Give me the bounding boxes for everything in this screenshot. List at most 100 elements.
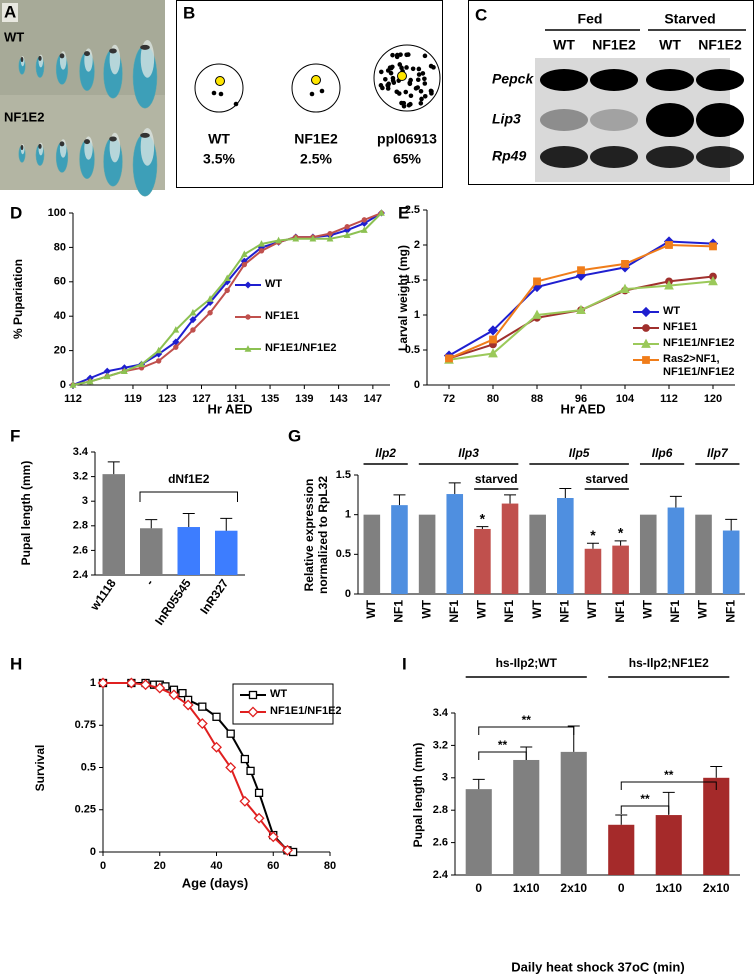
legend-label-box: NF1E1/NF1E2 (663, 337, 735, 349)
genotype-label: WT (208, 131, 230, 147)
error-bar (586, 542, 599, 549)
panel-letter: B (183, 3, 195, 22)
significance: * (480, 510, 486, 526)
bar (722, 530, 740, 594)
larva-head (109, 48, 117, 54)
group-label: Ilp6 (652, 446, 673, 460)
marker (281, 844, 293, 856)
significance-bracket (620, 805, 670, 814)
bar (140, 528, 163, 575)
y-tick-label: 2.4 (73, 569, 89, 581)
x-tick-label: 112 (660, 393, 678, 405)
legend-label-box: WT (663, 305, 680, 317)
marker (226, 729, 235, 738)
dot (408, 101, 413, 107)
legend-label: NF1E1/NF1E2 (265, 342, 337, 354)
legend-label: NF1E1 (663, 321, 698, 333)
error-bar (476, 526, 489, 529)
y-tick-label: 1 (90, 677, 96, 689)
x-tick-label: 127 (192, 393, 210, 405)
x-tick-label: 0 (475, 881, 482, 895)
y-tick-label: 2.5 (405, 204, 420, 216)
larva-head (59, 141, 65, 147)
marker (224, 287, 230, 294)
y-axis-label-box: Relative expression normalized to RpL32 (302, 476, 330, 594)
bracket-label: dNf1E2 (168, 472, 210, 486)
dot (386, 81, 391, 87)
marker (258, 248, 265, 254)
marker (125, 677, 137, 689)
marker (189, 316, 197, 324)
x-tick-label: 80 (487, 393, 499, 405)
y-tick-label: 2.6 (73, 544, 88, 556)
panel-letter: D (10, 203, 22, 222)
panel-letter: F (10, 426, 20, 445)
blot-band (540, 109, 588, 131)
x-tick-label: 120 (704, 393, 722, 405)
marker (267, 831, 279, 843)
x-tick-label: WT (475, 599, 489, 618)
dot (429, 91, 434, 96)
dot (413, 86, 419, 91)
legend-label: NF1E1/NF1E2 (663, 337, 735, 349)
marker (577, 266, 585, 275)
marker (69, 381, 77, 388)
error-bar (669, 495, 682, 508)
blot-band (646, 103, 694, 137)
panel-letter: C (475, 5, 487, 24)
y-tick-label: 2.8 (73, 520, 88, 532)
y-tick-label: 0 (60, 379, 66, 391)
marker (198, 702, 207, 711)
y-tick-label: 20 (54, 345, 66, 357)
dot (422, 76, 427, 82)
marker (196, 718, 208, 730)
dot (408, 93, 414, 99)
blot-band (540, 146, 588, 168)
marker (172, 326, 180, 333)
marker (253, 812, 265, 824)
marker (182, 699, 194, 711)
marker (189, 308, 197, 316)
y-axis-label-box: Pupal length (mm) (19, 461, 33, 566)
marker (533, 277, 541, 286)
error-bar (448, 482, 461, 495)
field (373, 44, 441, 112)
panel-letter: E (398, 203, 409, 222)
marker (575, 270, 587, 281)
condition-label: Starved (664, 11, 715, 27)
larva-head (84, 51, 90, 57)
series-line (103, 682, 289, 852)
marker (211, 741, 222, 753)
dot (419, 96, 424, 102)
dot (416, 72, 422, 77)
marker (240, 250, 248, 257)
x-tick-label: 135 (261, 393, 279, 405)
error-bar (710, 765, 723, 778)
marker (155, 346, 163, 354)
y-axis-label-box: % Pupariation (11, 259, 25, 339)
dot (399, 65, 404, 71)
significance-bracket (620, 781, 717, 790)
y-tick-label: 3.2 (433, 739, 448, 751)
panel-letter: H (10, 654, 22, 673)
dot (397, 62, 403, 67)
group-label: Ilp5 (569, 446, 590, 460)
bar (465, 789, 492, 875)
y-axis-label-box: Larval weight (mg) (396, 245, 410, 351)
bar (501, 503, 519, 594)
legend-label: NF1E1 (265, 310, 300, 322)
yellow-dot (311, 75, 321, 85)
y-tick-label: 100 (48, 207, 66, 219)
x-tick-label: 40 (210, 860, 222, 872)
marker (190, 327, 196, 333)
larva-head (20, 57, 24, 62)
x-axis-label: Hr AED (207, 401, 252, 416)
error-bar (725, 518, 738, 531)
legend-marker (244, 345, 252, 352)
y-tick-label: 1 (414, 309, 420, 321)
legend-label-box: NF1E1 (663, 321, 698, 333)
x-tick-label: 1x10 (513, 881, 540, 895)
legend-marker (245, 314, 251, 320)
blot-band (540, 69, 588, 91)
